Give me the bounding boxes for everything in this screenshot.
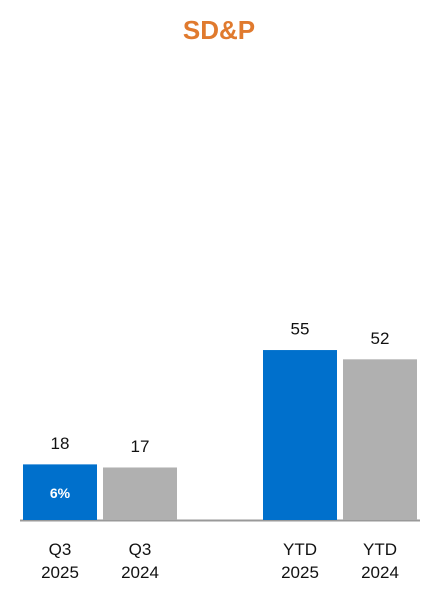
x-tick-label-line: YTD [363, 540, 397, 559]
x-tick-label-line: 2024 [361, 563, 399, 582]
value-label: 55 [291, 320, 310, 339]
value-label: 52 [371, 329, 390, 348]
value-label: 18 [51, 434, 70, 453]
bar [343, 359, 417, 520]
x-tick-label-line: Q3 [49, 540, 72, 559]
annotation: 6% [50, 485, 71, 501]
x-tick-label: Q3 2025 [41, 540, 79, 582]
x-tick-label-line: 2024 [121, 563, 159, 582]
x-tick-label-line: Q3 [129, 540, 152, 559]
bar [263, 350, 337, 520]
x-tick-label-line: YTD [283, 540, 317, 559]
x-tick-label-line: 2025 [281, 563, 319, 582]
bar [103, 467, 177, 520]
x-tick-label: YTD 2024 [361, 540, 399, 582]
value-label: 17 [131, 437, 150, 456]
x-tick-label: Q3 2024 [121, 540, 159, 582]
x-tick-label: YTD 2025 [281, 540, 319, 582]
x-tick-label-line: 2025 [41, 563, 79, 582]
chart-title: SD&P [183, 15, 255, 45]
bar [23, 464, 97, 520]
